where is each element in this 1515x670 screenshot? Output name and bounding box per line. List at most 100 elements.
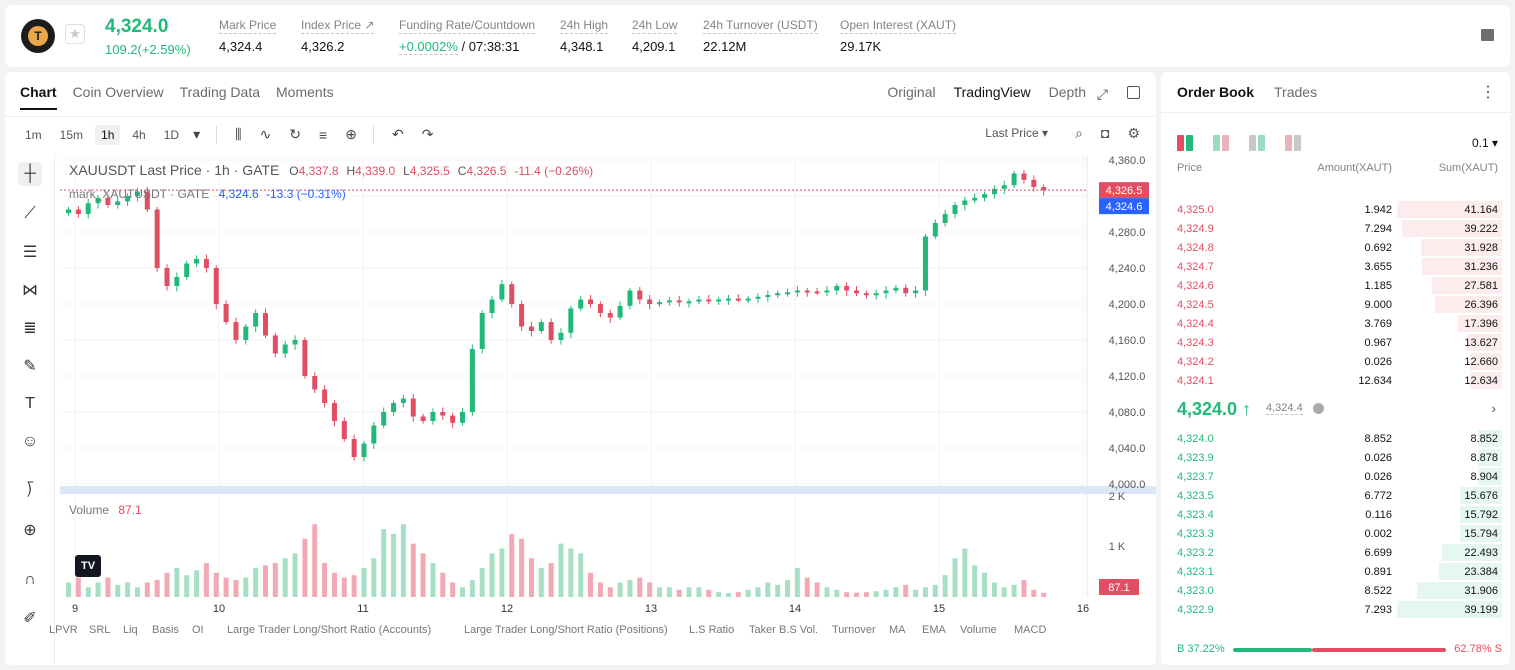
row-sum: 15.794 — [1464, 528, 1498, 540]
indicator-large-trader-long-short-ratio-accounts-[interactable]: Large Trader Long/Short Ratio (Accounts) — [227, 624, 432, 636]
indicator-turnover[interactable]: Turnover — [832, 624, 876, 636]
gear-icon[interactable]: ⚙ — [1127, 125, 1140, 141]
candle-type-icon[interactable]: ⫼ — [235, 126, 242, 142]
indicator-ma[interactable]: MA — [889, 624, 906, 636]
trendline-icon[interactable]: ⟋ — [24, 205, 36, 222]
expand-icon[interactable]: ⤢ — [1096, 86, 1108, 102]
ask-row[interactable]: 4,324.8 0.692 31.928 — [1161, 238, 1510, 257]
templates-icon[interactable]: ≡ — [319, 126, 328, 143]
ask-row[interactable]: 4,324.1 12.634 12.634 — [1161, 371, 1510, 390]
info-icon[interactable] — [1313, 403, 1324, 414]
row-amount: 6.699 — [1364, 547, 1392, 559]
bid-row[interactable]: 4,323.0 8.522 31.906 — [1161, 581, 1510, 600]
tab-coin-overview[interactable]: Coin Overview — [72, 84, 164, 100]
horizontal-lines-icon[interactable]: ☰ — [22, 244, 38, 261]
tab-trading-data[interactable]: Trading Data — [179, 84, 261, 100]
bid-row[interactable]: 4,323.9 0.026 8.878 — [1161, 448, 1510, 467]
tf-1m[interactable]: 1m — [25, 127, 42, 142]
depth-bar — [1458, 315, 1502, 332]
indicator-srl[interactable]: SRL — [89, 624, 111, 636]
indicator-large-trader-long-short-ratio-positions-[interactable]: Large Trader Long/Short Ratio (Positions… — [464, 624, 668, 636]
ruler-icon[interactable]: ⟌ — [26, 483, 34, 500]
undo-icon[interactable]: ↶ — [391, 126, 404, 142]
volume-bar — [883, 589, 889, 597]
window-icon[interactable] — [1127, 86, 1140, 99]
bid-row[interactable]: 4,323.4 0.116 15.792 — [1161, 505, 1510, 524]
ask-row[interactable]: 4,325.0 1.942 41.164 — [1161, 200, 1510, 219]
stat-funding-rate[interactable]: Funding Rate/Countdown +0.0002% / 07:38:3… — [399, 18, 536, 55]
indicator-lpvr[interactable]: LPVR — [49, 624, 78, 636]
bid-row[interactable]: 4,323.3 0.002 15.794 — [1161, 524, 1510, 543]
mode-both-icon[interactable] — [1177, 135, 1193, 151]
search-icon[interactable]: ⌕ — [1075, 125, 1083, 141]
ask-row[interactable]: 4,324.6 1.185 27.581 — [1161, 276, 1510, 295]
camera-icon[interactable]: ◘ — [1100, 125, 1110, 141]
ask-row[interactable]: 4,324.9 7.294 39.222 — [1161, 219, 1510, 238]
indicator-macd[interactable]: MACD — [1014, 624, 1047, 636]
depth-bar — [1397, 601, 1502, 618]
indicator-oi[interactable]: OI — [192, 624, 204, 636]
sell-ratio-bar — [1312, 648, 1446, 652]
redo-icon[interactable]: ↷ — [421, 126, 434, 142]
chevron-down-icon[interactable]: ▾ — [193, 126, 201, 142]
price-type-select[interactable]: Last Price ▾ — [985, 126, 1048, 140]
indicator-ema[interactable]: EMA — [922, 624, 946, 636]
candle — [716, 299, 722, 302]
precision-select[interactable]: 0.1 ▾ — [1471, 136, 1498, 150]
view-depth[interactable]: Depth — [1048, 84, 1086, 100]
chevron-right-icon[interactable]: › — [1491, 400, 1496, 416]
stat-index-price[interactable]: Index Price ↗ 4,326.2 — [301, 18, 375, 54]
add-alert-icon[interactable]: ⊕ — [345, 126, 357, 142]
mode-alt-icon[interactable] — [1285, 135, 1301, 151]
ask-row[interactable]: 4,324.4 3.769 17.396 — [1161, 314, 1510, 333]
view-tradingview[interactable]: TradingView — [953, 84, 1031, 100]
indicator-volume[interactable]: Volume — [960, 624, 997, 636]
bid-row[interactable]: 4,323.2 6.699 22.493 — [1161, 543, 1510, 562]
tab-moments[interactable]: Moments — [276, 84, 334, 100]
chart-tabs: Chart Coin Overview Trading Data Moments — [20, 84, 334, 110]
ask-row[interactable]: 4,324.5 9.000 26.396 — [1161, 295, 1510, 314]
indicator-taker-b-s-vol-[interactable]: Taker B.S Vol. — [749, 624, 819, 636]
magnet-icon[interactable]: ∩ — [24, 571, 36, 588]
emoji-icon[interactable]: ☺ — [21, 433, 39, 450]
stat-mark-price[interactable]: Mark Price 4,324.4 — [219, 18, 277, 54]
ask-row[interactable]: 4,324.2 0.026 12.660 — [1161, 352, 1510, 371]
pattern-icon[interactable]: ⋈ — [22, 282, 38, 299]
replay-icon[interactable]: ↻ — [289, 126, 302, 142]
candle — [420, 416, 426, 421]
indicators-icon[interactable]: ∿ — [259, 126, 272, 142]
tab-order-book[interactable]: Order Book — [1177, 84, 1255, 100]
bid-row[interactable]: 4,324.0 8.852 8.852 — [1161, 429, 1510, 448]
volume-bar — [578, 553, 584, 597]
brush-icon[interactable]: ✎ — [23, 358, 37, 375]
bid-row[interactable]: 4,323.1 0.891 23.384 — [1161, 562, 1510, 581]
tab-chart[interactable]: Chart — [20, 84, 57, 110]
tf-15m[interactable]: 15m — [59, 127, 84, 142]
volume-bar — [450, 582, 456, 597]
bid-row[interactable]: 4,322.9 7.293 39.199 — [1161, 600, 1510, 619]
tab-trades[interactable]: Trades — [1274, 84, 1318, 100]
text-icon[interactable]: T — [25, 395, 35, 412]
indicator-liq[interactable]: Liq — [123, 624, 138, 636]
tf-1h[interactable]: 1h — [95, 124, 121, 145]
candle — [95, 197, 101, 204]
mode-bids-icon[interactable] — [1213, 135, 1229, 151]
tf-1d[interactable]: 1D — [163, 127, 180, 142]
crosshair-icon[interactable]: ┼ — [18, 162, 42, 186]
fib-icon[interactable]: ≣ — [23, 320, 37, 337]
tf-4h[interactable]: 4h — [132, 127, 146, 142]
zoom-in-icon[interactable]: ⊕ — [23, 522, 37, 539]
pencil-lock-icon[interactable]: ✐ — [23, 610, 37, 627]
bid-row[interactable]: 4,323.7 0.026 8.904 — [1161, 467, 1510, 486]
bid-row[interactable]: 4,323.5 6.772 15.676 — [1161, 486, 1510, 505]
ask-row[interactable]: 4,324.7 3.655 31.236 — [1161, 257, 1510, 276]
ask-row[interactable]: 4,324.3 0.967 13.627 — [1161, 333, 1510, 352]
favorite-star-icon[interactable]: ★ — [65, 24, 85, 44]
mode-asks-icon[interactable] — [1249, 135, 1265, 151]
indicator-basis[interactable]: Basis — [152, 624, 179, 636]
indicator-l-s-ratio[interactable]: L.S Ratio — [689, 624, 735, 636]
price-chart[interactable]: 4,360.04,320.04,280.04,240.04,200.04,160… — [5, 72, 1156, 665]
view-original[interactable]: Original — [887, 84, 936, 100]
more-icon[interactable]: ⋮ — [1480, 84, 1496, 101]
book-icon[interactable] — [1481, 29, 1494, 41]
